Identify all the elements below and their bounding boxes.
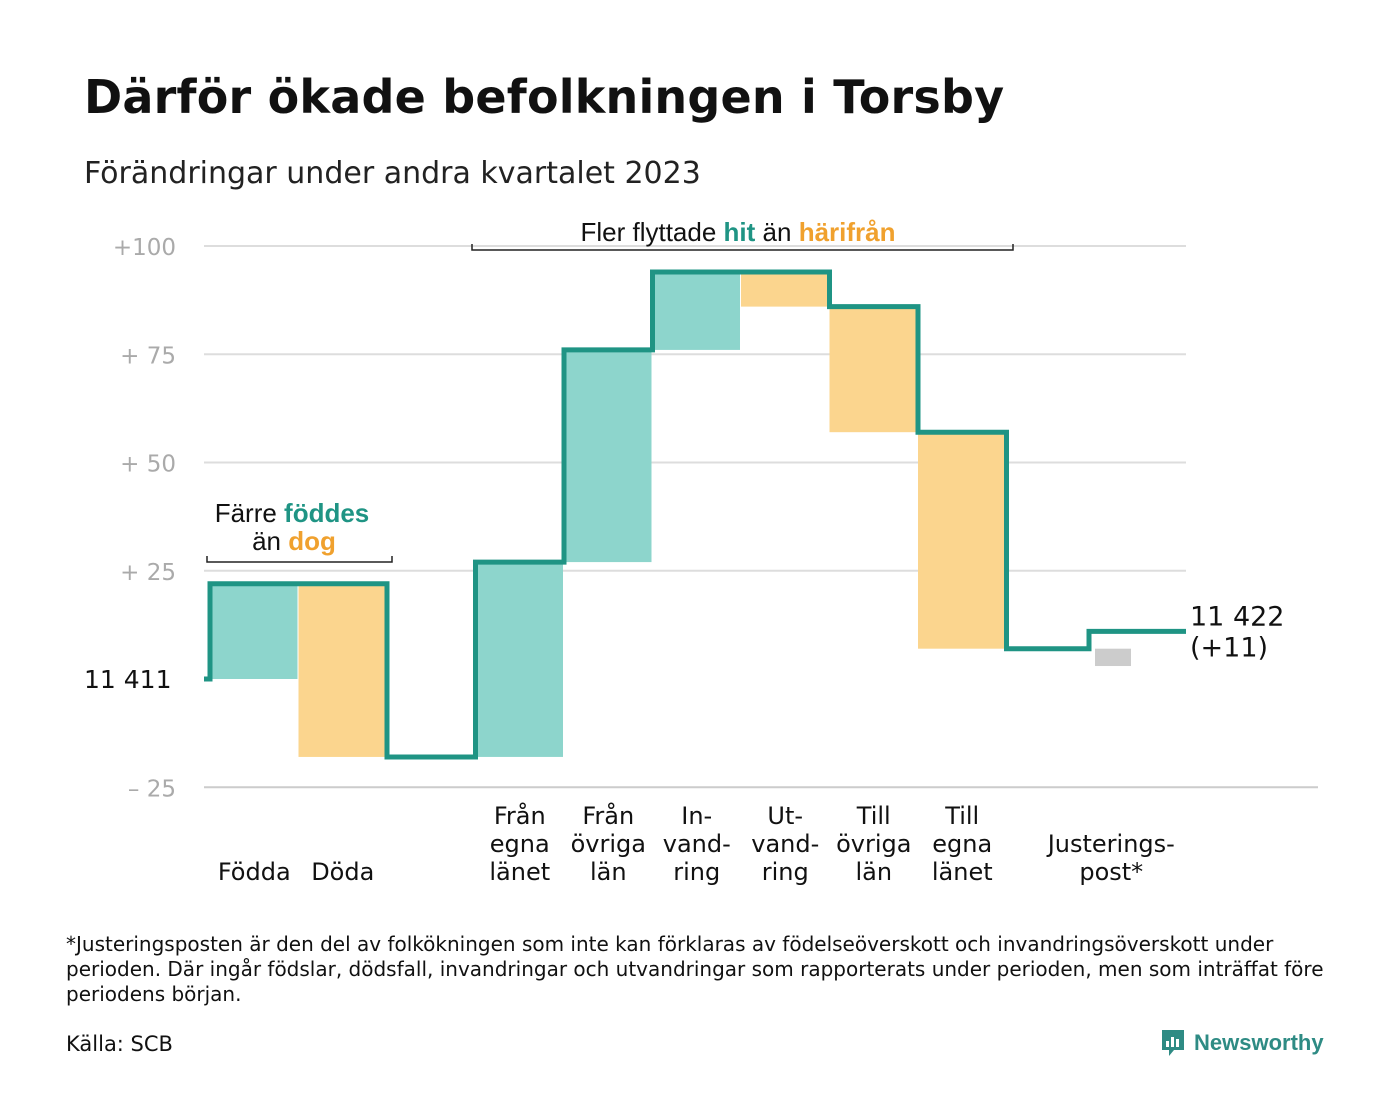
annotation-births-deaths-line2: än dog (252, 526, 336, 556)
annotation-bracket (206, 556, 393, 563)
outflow-bar (918, 432, 1006, 649)
inflow-bar (475, 562, 563, 757)
end-value-label: 11 422 (1190, 601, 1284, 632)
category-label: egna (932, 830, 992, 858)
cumulative-step-line (204, 269, 1186, 760)
annotation-births-deaths-line1: Färre föddes (215, 498, 370, 528)
outflow-bar (829, 306, 917, 433)
category-label: In- (681, 802, 712, 830)
y-tick-label: – 25 (128, 776, 176, 802)
y-tick-label: + 25 (120, 560, 176, 586)
category-label: övriga (836, 830, 911, 858)
category-label: Justerings- (1046, 830, 1175, 858)
category-label: ring (673, 858, 720, 886)
category-label: övriga (571, 830, 646, 858)
category-label: ring (762, 858, 809, 886)
category-label: post* (1079, 858, 1143, 886)
annotation-bracket (471, 244, 1014, 251)
y-tick-label: +100 (113, 235, 176, 261)
category-label: Till (856, 802, 891, 830)
start-value-label: 11 411 (84, 665, 171, 694)
category-label: vand- (751, 830, 819, 858)
category-label: län (590, 858, 627, 886)
y-tick-label: + 75 (120, 343, 176, 369)
adjustment-bar (1095, 648, 1131, 667)
category-label: vand- (663, 830, 731, 858)
category-label: Ut- (767, 802, 803, 830)
chart-subtitle: Förändringar under andra kvartalet 2023 (84, 156, 701, 191)
footnote: *Justeringsposten är den del av folkökni… (66, 932, 1324, 1006)
end-change-label: (+11) (1190, 632, 1268, 663)
category-label: länet (489, 858, 550, 886)
waterfall-chart: +100 + 75 + 50 + 25 – 25 11 411 11 422(+11) Föd… (84, 217, 1318, 886)
category-label: egna (490, 830, 550, 858)
inflow-bar (652, 271, 740, 350)
source-note: Källa: SCB (66, 1032, 173, 1056)
category-label: Från (582, 801, 634, 830)
brand-name: Newsworthy (1194, 1030, 1324, 1055)
chart-title: Därför ökade befolkningen i Torsby (84, 70, 1005, 124)
category-label: Födda (218, 858, 291, 886)
y-tick-label: + 50 (120, 452, 176, 478)
category-label: Från (494, 801, 546, 830)
brand-logo: Newsworthy (1160, 1028, 1324, 1058)
outflow-bar (298, 583, 386, 757)
inflow-bar (564, 349, 652, 563)
annotation-migration: Fler flyttade hit än härifrån (580, 217, 895, 247)
category-label: Döda (311, 858, 374, 886)
outflow-bar (741, 271, 829, 307)
category-label: län (855, 858, 892, 886)
newsworthy-logo-icon (1162, 1030, 1184, 1056)
inflow-bar (210, 583, 298, 679)
category-label: Till (944, 802, 979, 830)
category-label: länet (932, 858, 993, 886)
